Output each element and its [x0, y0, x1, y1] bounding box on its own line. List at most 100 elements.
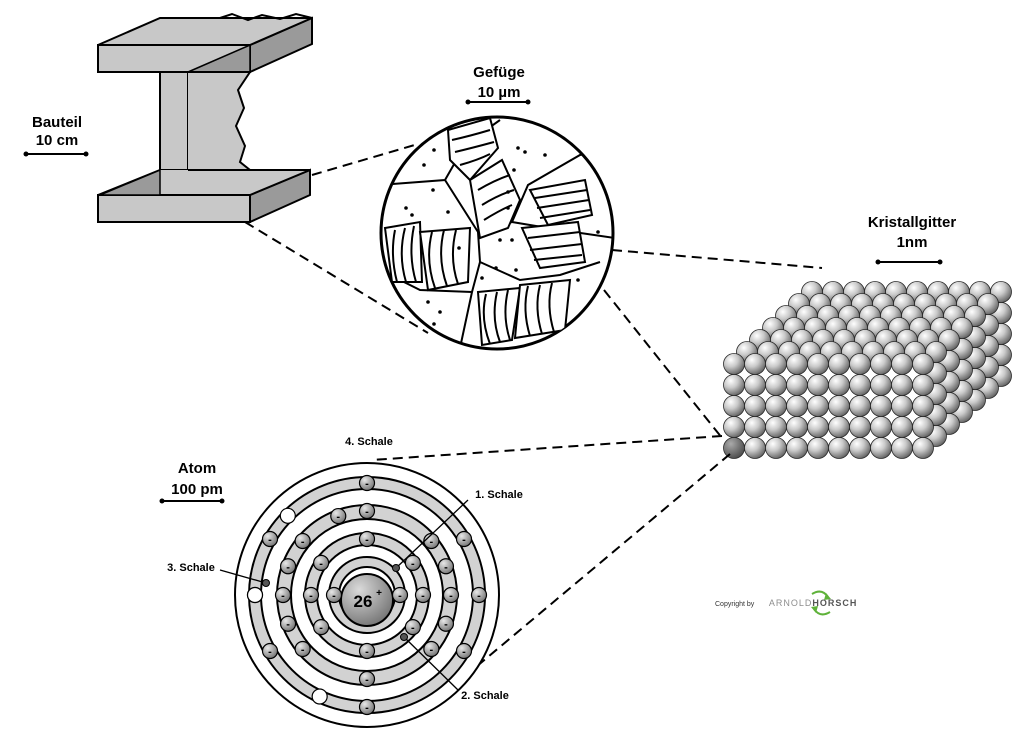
gefuege-scale-label: 10 µm: [477, 84, 521, 101]
lattice-sphere: [828, 374, 850, 396]
kristallgitter-label: Kristallgitter: [867, 214, 957, 231]
electron: [261, 642, 279, 660]
electron-sign: -: [281, 590, 285, 602]
schale-1-label: 1. Schale: [475, 489, 523, 501]
nucleus-number: 26: [354, 592, 373, 611]
schale-3-label: 3. Schale: [167, 562, 215, 574]
electron: [330, 507, 347, 525]
lattice-sphere: [744, 395, 766, 417]
electron-sign: -: [365, 478, 369, 490]
lattice-sphere: [891, 353, 913, 375]
electron: [470, 586, 488, 604]
lattice-sphere: [912, 395, 934, 417]
lattice-sphere: [912, 374, 934, 396]
atom-scale-label: 100 pm: [171, 481, 223, 498]
lattice-sphere: [807, 374, 829, 396]
schale-4-label: 4. Schale: [345, 436, 393, 448]
electron: [325, 586, 343, 604]
lattice-sphere: [870, 353, 892, 375]
electron-sign: -: [319, 622, 323, 634]
lattice-sphere: [765, 437, 787, 459]
gefuege-label: Gefüge: [473, 64, 525, 81]
electron: [404, 619, 421, 636]
electron-sign: -: [449, 590, 453, 602]
kristallgitter-scale-label: 1nm: [896, 234, 928, 251]
nucleus: [340, 573, 394, 627]
electron-sign: -: [286, 561, 290, 573]
lattice-sphere: [807, 437, 829, 459]
electron: [455, 642, 473, 660]
lattice-sphere: [849, 416, 871, 438]
electron-sign: -: [301, 536, 305, 548]
empty-electron-slot: [311, 688, 328, 705]
lattice-sphere: [891, 395, 913, 417]
lattice-sphere: [828, 416, 850, 438]
lattice-sphere: [723, 353, 745, 375]
electron: [358, 698, 376, 716]
lattice-sphere: [723, 416, 745, 438]
electron-sign: -: [430, 536, 434, 548]
electron-sign: -: [319, 558, 323, 570]
lattice-sphere: [828, 437, 850, 459]
bauteil-label: Bauteil: [31, 114, 82, 131]
lattice-sphere: [744, 353, 766, 375]
lattice-sphere: [849, 353, 871, 375]
electron: [437, 558, 455, 575]
lattice-sphere: [849, 437, 871, 459]
lattice-sphere: [912, 416, 934, 438]
electron: [404, 554, 421, 571]
lattice-sphere: [891, 416, 913, 438]
schale-2-label: 2. Schale: [461, 690, 509, 702]
empty-electron-slot: [279, 507, 296, 524]
electron-sign: -: [286, 619, 290, 631]
electron-sign: -: [365, 646, 369, 658]
electrons: -------------------------------: [246, 474, 488, 716]
lattice-sphere: [807, 395, 829, 417]
electron-sign: -: [365, 702, 369, 714]
lattice-sphere: [765, 353, 787, 375]
electron-sign: -: [301, 644, 305, 656]
i-beam-component: [97, 12, 313, 224]
nucleus-charge: +: [376, 588, 382, 599]
electron-sign: -: [444, 561, 448, 573]
electron: [455, 530, 473, 548]
electron: [358, 474, 376, 492]
lattice-sphere: [744, 374, 766, 396]
lattice-sphere: [828, 395, 850, 417]
electron-sign: -: [477, 590, 481, 602]
electron: [442, 586, 460, 604]
electron: [358, 530, 376, 548]
lattice-sphere: [723, 395, 745, 417]
electron: [294, 532, 311, 550]
electron: [391, 586, 409, 604]
electron-sign: -: [365, 674, 369, 686]
electron: [437, 615, 455, 632]
lattice-sphere: [744, 437, 766, 459]
lattice-sphere: [870, 374, 892, 396]
electron: [423, 640, 440, 658]
electron: [302, 586, 320, 604]
electron: [358, 670, 376, 688]
microstructure-circle: [379, 115, 615, 351]
electron: [279, 615, 297, 632]
electron-sign: -: [268, 646, 272, 658]
arrow-logo-icon: [811, 590, 831, 616]
atom-model: -------------------------------: [234, 462, 500, 728]
electron: [313, 619, 330, 636]
empty-electron-slot: [246, 586, 264, 604]
electron-sign: -: [365, 534, 369, 546]
lattice-sphere: [786, 353, 808, 375]
electron-sign: -: [411, 558, 415, 570]
electron-sign: -: [365, 506, 369, 518]
brand-part-2: HORSCH: [812, 598, 858, 608]
lattice-sphere: [828, 353, 850, 375]
lattice-sphere: [912, 353, 934, 375]
electron-sign: -: [336, 511, 340, 523]
lattice-sphere: [891, 374, 913, 396]
electron: [414, 586, 432, 604]
brand-part-1: ARNOLD: [768, 598, 813, 608]
electron-sign: -: [430, 644, 434, 656]
copyright-prefix: Copyright by: [715, 601, 755, 608]
lattice-sphere: [807, 353, 829, 375]
lattice-sphere: [912, 437, 934, 459]
